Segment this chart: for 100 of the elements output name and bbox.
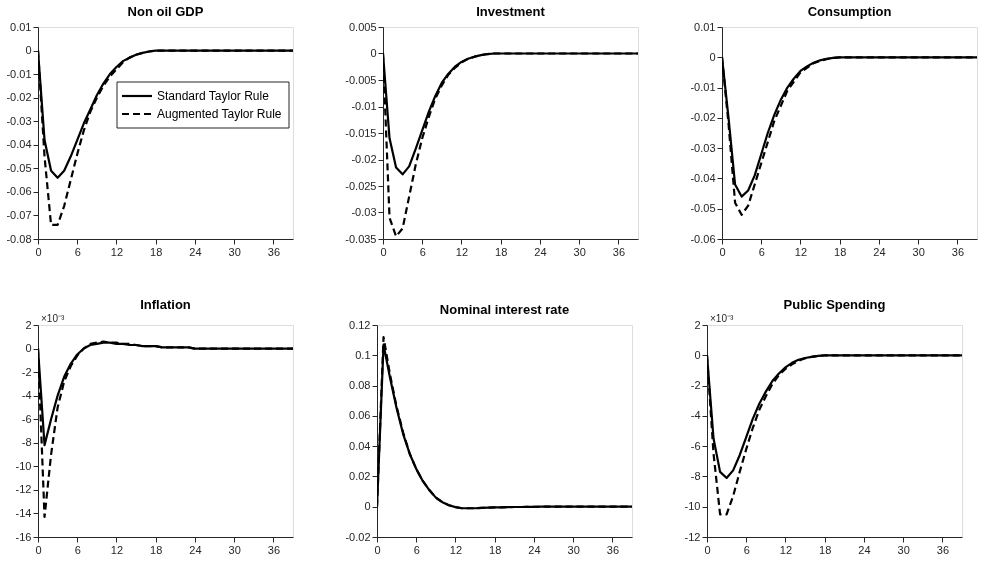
- x-tick-label: 18: [150, 543, 163, 556]
- x-tick-label: 36: [267, 543, 281, 556]
- y-tick-label: -10: [684, 500, 701, 513]
- text: ×10⁻³: [710, 313, 734, 324]
- x-tick-label: 30: [567, 543, 580, 556]
- x-tick-label: 24: [189, 245, 202, 258]
- x-tick-label: 30: [573, 245, 586, 258]
- text: ×10⁻³: [41, 313, 65, 324]
- x-tick-label: 12: [455, 245, 469, 258]
- x-tick-label: 36: [951, 245, 965, 258]
- legend-label: Augmented Taylor Rule: [157, 107, 282, 121]
- y-tick-label: -0.01: [351, 100, 377, 112]
- x-tick-label: 18: [150, 245, 163, 258]
- x-tick-label: 36: [606, 543, 620, 556]
- y-tick-label: -0.04: [690, 171, 716, 184]
- y-tick-label: -0.03: [351, 206, 377, 218]
- x-tick-label: 36: [267, 245, 281, 258]
- y-tick-label: -0.025: [345, 179, 377, 192]
- y-tick-label: 0.02: [349, 469, 371, 482]
- chart-title: Investment: [476, 4, 546, 19]
- x-tick-label: 18: [819, 543, 832, 556]
- y-tick-label: -2: [690, 379, 701, 392]
- x-tick-label: 0: [380, 245, 387, 258]
- legend-label: Standard Taylor Rule: [157, 89, 270, 103]
- y-tick-label: 0.01: [694, 20, 716, 33]
- y-tick-label: -12: [684, 530, 701, 543]
- x-tick-label: 24: [534, 245, 547, 258]
- y-tick-label: -0.06: [6, 185, 32, 198]
- x-tick-label: 24: [858, 543, 871, 556]
- y-tick-label: -6: [690, 439, 701, 452]
- x-tick-label: 12: [794, 245, 808, 258]
- x-tick-label: 6: [74, 543, 81, 556]
- y-tick-label: -0.03: [6, 114, 32, 127]
- y-tick-label: -6: [21, 412, 32, 425]
- y-tick-label: -0.05: [6, 161, 32, 174]
- chart-title: Nominal interest rate: [439, 302, 570, 317]
- x-tick-label: 18: [495, 245, 508, 258]
- y-tick-label: 0.04: [349, 439, 371, 452]
- x-tick-label: 0: [35, 543, 42, 556]
- y-tick-label: 0.12: [349, 318, 371, 331]
- x-tick-label: 24: [528, 543, 541, 556]
- y-tick-label: -0.04: [6, 138, 32, 151]
- x-tick-label: 30: [912, 245, 925, 258]
- y-tick-label: -0.02: [345, 530, 371, 543]
- y-tick-label: 0: [25, 342, 32, 355]
- y-tick-label: -10: [15, 459, 32, 472]
- y-tick-label: -0.07: [6, 208, 32, 221]
- x-tick-label: 12: [449, 543, 463, 556]
- y-tick-label: 0: [25, 44, 32, 57]
- y-tick-label: 0.08: [349, 379, 371, 392]
- y-tick-label: 0: [709, 50, 716, 63]
- x-tick-label: 6: [758, 245, 765, 258]
- y-tick-label: -0.05: [690, 202, 716, 215]
- y-tick-label: -0.035: [345, 232, 377, 245]
- y-tick-label: -0.03: [690, 141, 716, 154]
- chart-title: Non oil GDP: [127, 4, 204, 19]
- x-tick-label: 30: [228, 245, 241, 258]
- y-tick-label: 0: [694, 348, 701, 361]
- y-tick-label: 0: [370, 47, 377, 59]
- x-tick-label: 36: [936, 543, 950, 556]
- x-tick-label: 24: [873, 245, 886, 258]
- y-tick-label: 0: [364, 500, 371, 513]
- y-tick-label: -8: [21, 436, 32, 449]
- x-tick-label: 6: [413, 543, 420, 556]
- y-tick-label: -14: [15, 506, 32, 519]
- y-tick-label: 0.005: [348, 20, 377, 33]
- x-tick-label: 0: [35, 245, 42, 258]
- y-tick-label: -0.06: [690, 232, 716, 245]
- y-tick-label: -2: [21, 365, 32, 378]
- y-tick-label: -0.01: [690, 81, 716, 94]
- y-tick-label: -16: [15, 530, 32, 543]
- chart-title: Consumption: [807, 4, 892, 19]
- x-tick-label: 6: [419, 245, 426, 258]
- y-tick-label: -0.01: [6, 67, 32, 80]
- y-tick-label: -12: [15, 483, 32, 496]
- y-tick-label: -0.08: [6, 232, 32, 245]
- x-tick-label: 18: [489, 543, 502, 556]
- x-tick-label: 24: [189, 543, 202, 556]
- y-tick-label: -0.02: [690, 111, 716, 124]
- y-tick-label: -4: [21, 389, 32, 402]
- chart-title: Public Spending: [783, 297, 886, 312]
- y-tick-label: 2: [25, 318, 32, 331]
- x-tick-label: 18: [834, 245, 847, 258]
- x-tick-label: 12: [779, 543, 793, 556]
- y-tick-label: -8: [690, 469, 701, 482]
- x-tick-label: 12: [110, 543, 124, 556]
- x-tick-label: 30: [897, 543, 910, 556]
- y-tick-label: -0.005: [345, 73, 377, 86]
- y-tick-label: -0.015: [345, 126, 377, 139]
- y-tick-label: 0.06: [349, 409, 371, 422]
- x-tick-label: 6: [74, 245, 81, 258]
- y-tick-label: -0.02: [6, 91, 32, 104]
- y-tick-label: 0.01: [10, 20, 32, 33]
- x-tick-label: 12: [110, 245, 124, 258]
- y-tick-label: -4: [690, 409, 701, 422]
- x-tick-label: 36: [612, 245, 626, 258]
- y-tick-label: 2: [694, 318, 701, 331]
- x-tick-label: 6: [743, 543, 750, 556]
- y-tick-label: -0.02: [351, 153, 377, 165]
- y-tick-label: 0.1: [355, 348, 371, 361]
